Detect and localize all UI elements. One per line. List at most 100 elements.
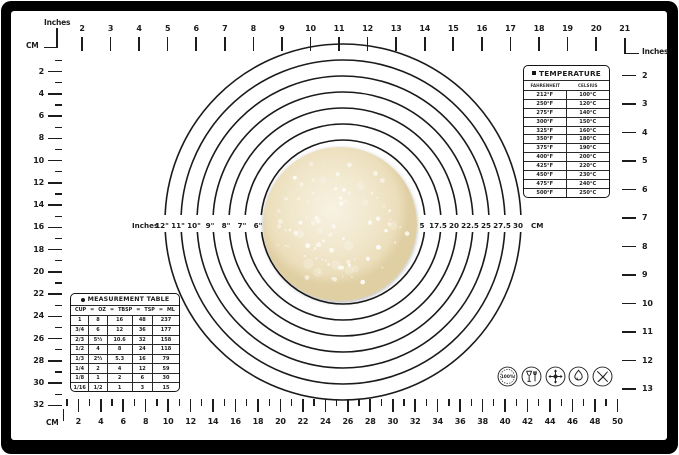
flour-speckle	[305, 216, 307, 219]
label-band	[418, 215, 540, 232]
measurement-value: 118	[160, 346, 172, 353]
right-ruler-number: 11	[642, 327, 653, 337]
flour-speckle	[382, 204, 386, 208]
measurement-value: 8	[108, 345, 133, 354]
bottom-left-bracket-line	[62, 409, 65, 421]
flour-speckle	[316, 242, 321, 248]
flour-speckle	[387, 212, 390, 214]
bottom-ruler-tick	[436, 399, 439, 412]
top-ruler-number: 11	[333, 24, 345, 33]
left-ruler-tick	[48, 93, 62, 95]
left-ruler-number: 30	[33, 378, 44, 388]
bottom-ruler-minor-tick	[111, 399, 113, 406]
flour-speckle	[304, 275, 310, 281]
top-ruler-number: 16	[476, 24, 488, 33]
bottom-ruler-minor-tick	[246, 399, 248, 406]
bottom-ruler-number: 42	[522, 417, 533, 426]
flour-speckle	[328, 234, 332, 238]
right-ruler-tick	[622, 388, 636, 390]
top-ruler-tick	[423, 37, 426, 51]
measurement-value: 1/16	[71, 383, 90, 392]
heat-resistant-icon	[568, 366, 589, 387]
right-ruler-number: 5	[642, 156, 648, 166]
top-ruler-tick	[595, 37, 597, 51]
left-ruler-minor-tick	[55, 304, 62, 306]
right-ruler-number: 6	[642, 184, 648, 194]
flour-speckle	[293, 230, 299, 236]
top-ruler-number: 4	[136, 24, 142, 33]
top-ruler-tick	[138, 37, 140, 51]
temperature-table-header: FAHRENHEIT CELSIUS	[524, 81, 609, 90]
celsius-value: 180°C	[579, 136, 597, 143]
celsius-value: 140°C	[579, 109, 597, 116]
flour-speckle	[365, 256, 370, 261]
bottom-ruler-tick	[167, 399, 169, 412]
right-ruler-number: 2	[642, 70, 648, 80]
bottom-ruler-tick	[391, 399, 394, 412]
top-ruler-tick	[538, 37, 540, 51]
flour-speckle	[321, 239, 326, 243]
flour-speckle	[332, 277, 338, 282]
left-ruler-tick	[48, 115, 62, 117]
measurement-value: 237	[160, 317, 172, 324]
flour-speckle	[308, 161, 314, 167]
right-ruler-tick	[622, 131, 636, 134]
left-ruler-number: 28	[33, 355, 44, 365]
measurement-value: 158	[160, 336, 172, 343]
measurement-value: 79	[162, 355, 170, 362]
flour-speckle	[338, 196, 343, 200]
bottom-ruler-number: 4	[98, 417, 104, 426]
bottom-ruler-number: 34	[432, 417, 444, 426]
left-ruler-minor-tick	[55, 371, 62, 373]
measurement-value: 1/2	[89, 383, 108, 392]
fahrenheit-value: 325°F	[524, 126, 567, 135]
celsius-value: 150°C	[579, 118, 597, 125]
left-ruler-number: 14	[33, 200, 44, 210]
measurement-value: 8	[89, 315, 108, 326]
right-ruler-number: 13	[642, 384, 653, 394]
flour-speckle	[344, 199, 347, 203]
flour-speckle	[341, 275, 344, 278]
left-ruler-minor-tick	[55, 349, 62, 351]
flour-speckle	[346, 203, 348, 206]
flour-speckle	[375, 216, 381, 221]
circle-cm-label: 30	[513, 221, 523, 230]
measurement-value: 3	[133, 383, 154, 392]
flour-speckle	[346, 162, 352, 168]
bottom-ruler-number: 12	[185, 417, 196, 426]
bottom-ruler-minor-tick	[268, 399, 270, 406]
flour-speckle	[319, 176, 327, 184]
measurement-value: 1	[71, 315, 90, 326]
left-ruler-number: 20	[33, 266, 44, 276]
flour-speckle	[404, 231, 410, 236]
flour-speckle	[289, 201, 291, 203]
flour-speckle	[342, 188, 346, 192]
fahrenheit-value: 450°F	[524, 171, 567, 179]
bottom-ruler-tick	[481, 399, 484, 412]
measurement-value: 10.6	[108, 335, 133, 345]
right-ruler-tick	[622, 74, 636, 77]
flour-speckle	[312, 249, 315, 251]
left-ruler-number: 4	[38, 88, 45, 98]
left-ruler-number: 12	[33, 177, 44, 187]
fahrenheit-value: 300°F	[524, 117, 567, 126]
flour-speckle	[384, 228, 388, 233]
bottom-ruler-tick	[302, 399, 304, 412]
bottom-ruler-tick	[212, 399, 214, 412]
measurement-value: 4	[108, 364, 133, 373]
flour-speckle	[303, 254, 306, 258]
celsius-value: 250°C	[579, 189, 597, 196]
top-ruler-number: 5	[164, 24, 171, 33]
top-ruler-number: 10	[305, 24, 316, 33]
flour-speckle	[315, 257, 318, 260]
temperature-column-header: FAHRENHEIT	[530, 83, 561, 88]
circle-bullet-icon	[80, 297, 85, 302]
left-ruler-minor-tick	[55, 193, 62, 195]
right-ruler-tick	[622, 331, 636, 333]
measurement-column-header: TBSP	[118, 307, 133, 314]
flour-speckle	[327, 196, 329, 198]
top-ruler-tick	[166, 37, 169, 51]
freezer-safe-icon	[545, 366, 566, 387]
flour-speckle	[362, 258, 364, 260]
